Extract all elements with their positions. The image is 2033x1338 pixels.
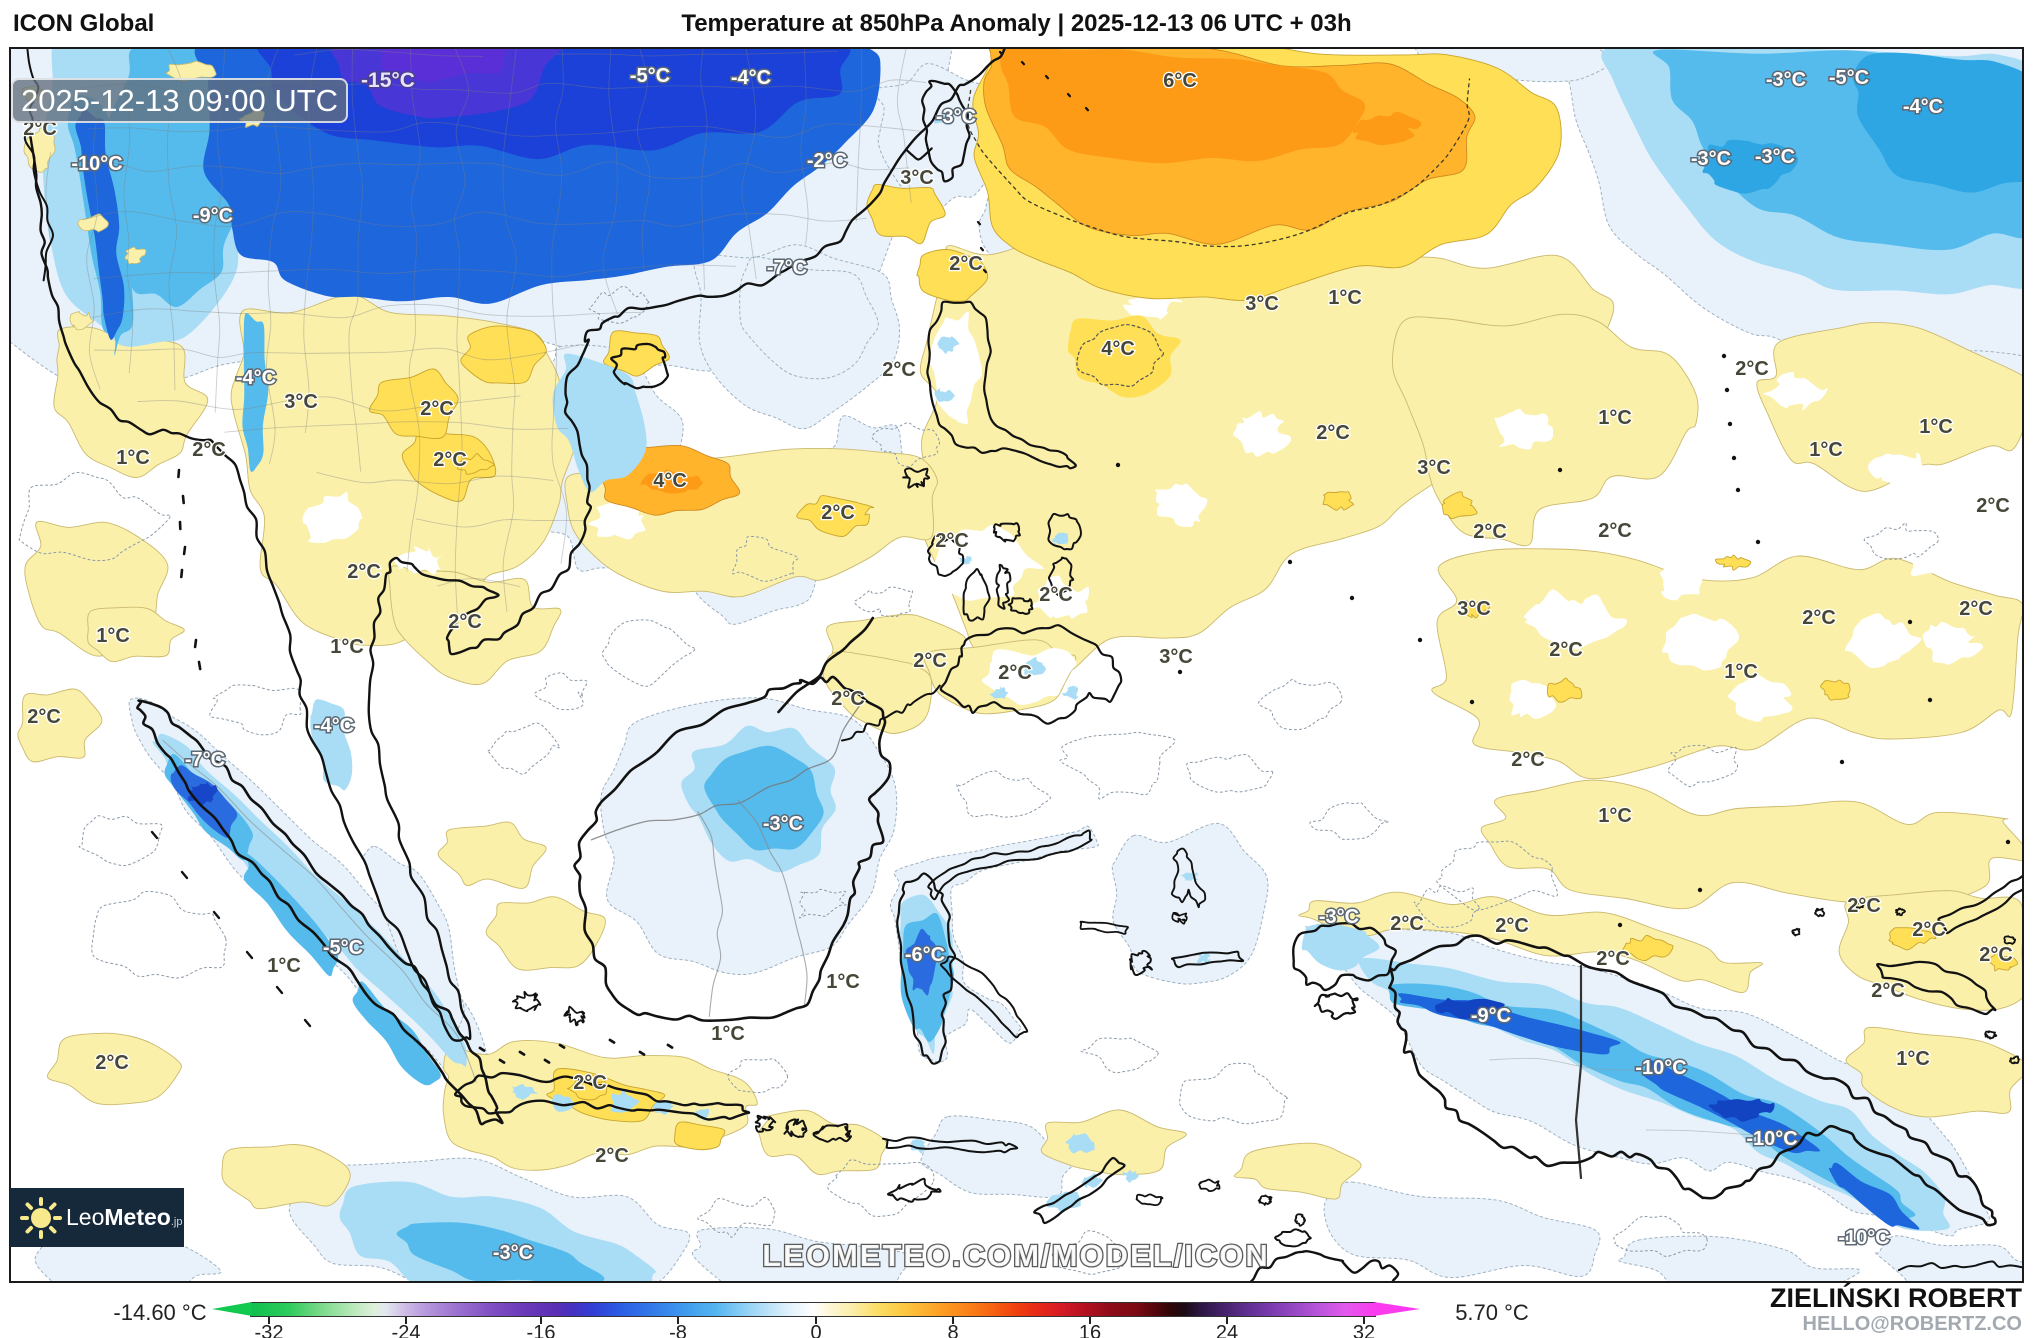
svg-text:-3°C: -3°C xyxy=(493,1242,533,1264)
svg-text:1°C: 1°C xyxy=(267,955,301,977)
svg-text:2°C: 2°C xyxy=(1912,919,1946,941)
svg-text:2°C: 2°C xyxy=(1802,607,1836,629)
svg-text:2°C: 2°C xyxy=(1549,639,1583,661)
svg-text:-10°C: -10°C xyxy=(1838,1227,1889,1249)
svg-text:3°C: 3°C xyxy=(1159,646,1193,668)
svg-text:2°C: 2°C xyxy=(821,502,855,524)
svg-text:LEOMETEO.COM/MODEL/ICON: LEOMETEO.COM/MODEL/ICON xyxy=(762,1238,1270,1273)
svg-text:1°C: 1°C xyxy=(826,971,860,993)
svg-text:2°C: 2°C xyxy=(1511,749,1545,771)
svg-text:-4°C: -4°C xyxy=(236,367,276,389)
svg-text:-3°C: -3°C xyxy=(936,106,976,128)
svg-text:2°C: 2°C xyxy=(1959,598,1993,620)
svg-text:4°C: 4°C xyxy=(653,470,687,492)
svg-text:2°C: 2°C xyxy=(1390,913,1424,935)
svg-text:2°C: 2°C xyxy=(935,530,969,552)
svg-text:-3°C: -3°C xyxy=(1755,146,1795,168)
svg-text:4°C: 4°C xyxy=(1101,338,1135,360)
svg-text:2°C: 2°C xyxy=(573,1072,607,1094)
svg-text:-4°C: -4°C xyxy=(314,715,354,737)
svg-text:1°C: 1°C xyxy=(1598,805,1632,827)
svg-text:6°C: 6°C xyxy=(1163,70,1197,92)
svg-text:2°C: 2°C xyxy=(595,1145,629,1167)
svg-text:2°C: 2°C xyxy=(433,449,467,471)
svg-text:3°C: 3°C xyxy=(1245,293,1279,315)
svg-text:1°C: 1°C xyxy=(1598,407,1632,429)
svg-text:2°C: 2°C xyxy=(1979,944,2013,966)
svg-text:2°C: 2°C xyxy=(1847,895,1881,917)
svg-text:2°C: 2°C xyxy=(347,561,381,583)
svg-text:-7°C: -7°C xyxy=(185,749,225,771)
svg-text:-15°C: -15°C xyxy=(361,69,415,92)
svg-text:-3°C: -3°C xyxy=(763,813,803,835)
svg-text:1°C: 1°C xyxy=(116,447,150,469)
svg-text:2°C: 2°C xyxy=(1316,422,1350,444)
svg-text:1°C: 1°C xyxy=(1896,1048,1930,1070)
svg-text:-4°C: -4°C xyxy=(1903,96,1943,118)
svg-text:1°C: 1°C xyxy=(330,636,364,658)
svg-text:2°C: 2°C xyxy=(1473,521,1507,543)
svg-text:2°C: 2°C xyxy=(23,118,57,140)
svg-text:-9°C: -9°C xyxy=(193,205,233,227)
svg-text:3°C: 3°C xyxy=(284,391,318,413)
svg-text:2°C: 2°C xyxy=(1596,948,1630,970)
svg-text:1°C: 1°C xyxy=(711,1023,745,1045)
svg-text:-10°C: -10°C xyxy=(71,153,122,175)
svg-text:1°C: 1°C xyxy=(1724,661,1758,683)
svg-text:2°C: 2°C xyxy=(192,439,226,461)
svg-text:1°C: 1°C xyxy=(96,625,130,647)
svg-text:-2°C: -2°C xyxy=(807,150,847,172)
svg-text:2°C: 2°C xyxy=(420,398,454,420)
svg-text:2°C: 2°C xyxy=(1976,495,2010,517)
svg-text:1°C: 1°C xyxy=(1919,416,1953,438)
svg-text:2°C: 2°C xyxy=(949,253,983,275)
svg-text:2°C: 2°C xyxy=(1871,980,1905,1002)
svg-text:-7°C: -7°C xyxy=(767,257,807,279)
svg-text:1°C: 1°C xyxy=(1328,287,1362,309)
svg-text:-5°C: -5°C xyxy=(630,65,670,87)
svg-text:-5°C: -5°C xyxy=(1829,67,1869,89)
svg-text:2°C: 2°C xyxy=(27,706,61,728)
svg-text:3°C: 3°C xyxy=(1457,598,1491,620)
svg-text:2°C: 2°C xyxy=(831,688,865,710)
svg-text:-10°C: -10°C xyxy=(1746,1128,1797,1150)
svg-text:-6°C: -6°C xyxy=(905,944,945,966)
svg-text:-9°C: -9°C xyxy=(1471,1005,1511,1027)
svg-text:2°C: 2°C xyxy=(95,1052,129,1074)
svg-text:1°C: 1°C xyxy=(1809,439,1843,461)
svg-text:2°C: 2°C xyxy=(882,359,916,381)
svg-text:2°C: 2°C xyxy=(1495,915,1529,937)
svg-text:2°C: 2°C xyxy=(913,650,947,672)
svg-text:-3°C: -3°C xyxy=(1319,906,1359,928)
svg-text:2°C: 2°C xyxy=(1598,520,1632,542)
svg-text:-3°C: -3°C xyxy=(1766,69,1806,91)
svg-text:2°C: 2°C xyxy=(1039,584,1073,606)
svg-text:2°C: 2°C xyxy=(998,662,1032,684)
svg-text:-3°C: -3°C xyxy=(1691,148,1731,170)
svg-text:3°C: 3°C xyxy=(1417,457,1451,479)
svg-text:3°C: 3°C xyxy=(900,167,934,189)
svg-text:-4°C: -4°C xyxy=(731,67,771,89)
svg-text:2°C: 2°C xyxy=(448,611,482,633)
svg-text:2°C: 2°C xyxy=(1735,358,1769,380)
svg-text:-10°C: -10°C xyxy=(1635,1057,1686,1079)
svg-text:-5°C: -5°C xyxy=(323,937,363,959)
